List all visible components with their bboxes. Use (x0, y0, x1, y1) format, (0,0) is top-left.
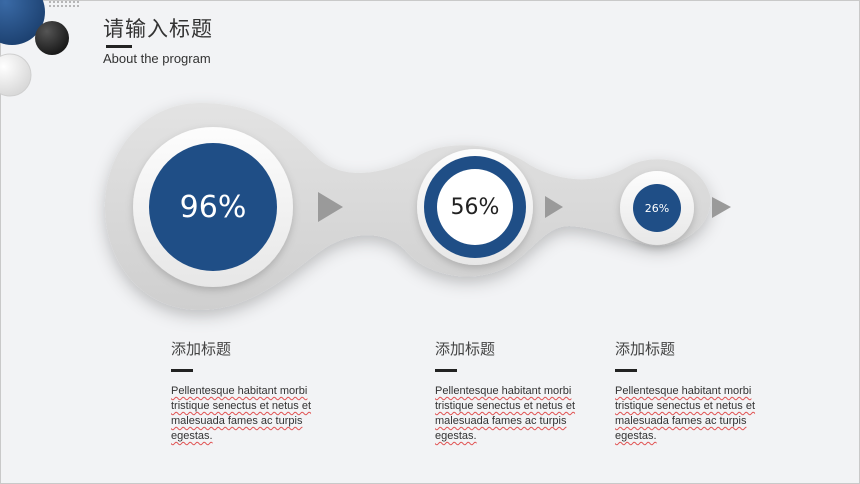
column-underline (171, 369, 193, 372)
column-underline (615, 369, 637, 372)
column-title: 添加标题 (435, 340, 496, 358)
stage-2-inner-white (437, 169, 513, 245)
column-2: 添加标题 Pellentesque habitant morbi tristiq… (435, 338, 595, 444)
stage-1-blue-disc (149, 143, 277, 271)
stage-3-blue-disc (633, 184, 681, 232)
column-text: Pellentesque habitant morbi tristique se… (615, 385, 756, 442)
stage-2-percent: 56% (450, 194, 500, 220)
deco-blue-circle (0, 0, 45, 45)
page-title: 请输入标题 (103, 17, 213, 41)
column-3: 添加标题 Pellentesque habitant morbi tristiq… (615, 338, 775, 444)
column-text: Pellentesque habitant morbi tristique se… (435, 385, 576, 442)
column-1: 添加标题 Pellentesque habitant morbi tristiq… (171, 338, 331, 444)
stage-1-percent: 96% (179, 189, 247, 225)
title-underline (106, 45, 132, 48)
column-title: 添加标题 (171, 340, 232, 358)
column-title: 添加标题 (615, 340, 676, 358)
column-underline (435, 369, 457, 372)
page-subtitle: About the program (103, 51, 211, 66)
corner-decoration (0, 0, 80, 97)
stage-3-percent: 26% (644, 201, 670, 215)
column-text: Pellentesque habitant morbi tristique se… (171, 385, 312, 442)
deco-dark-circle (35, 21, 69, 55)
arrow-right-icon (712, 197, 731, 218)
deco-white-circle (0, 53, 32, 97)
arrow-right-icon (318, 192, 343, 222)
deco-dot-pattern (48, 0, 80, 9)
arrow-right-icon (545, 196, 563, 218)
